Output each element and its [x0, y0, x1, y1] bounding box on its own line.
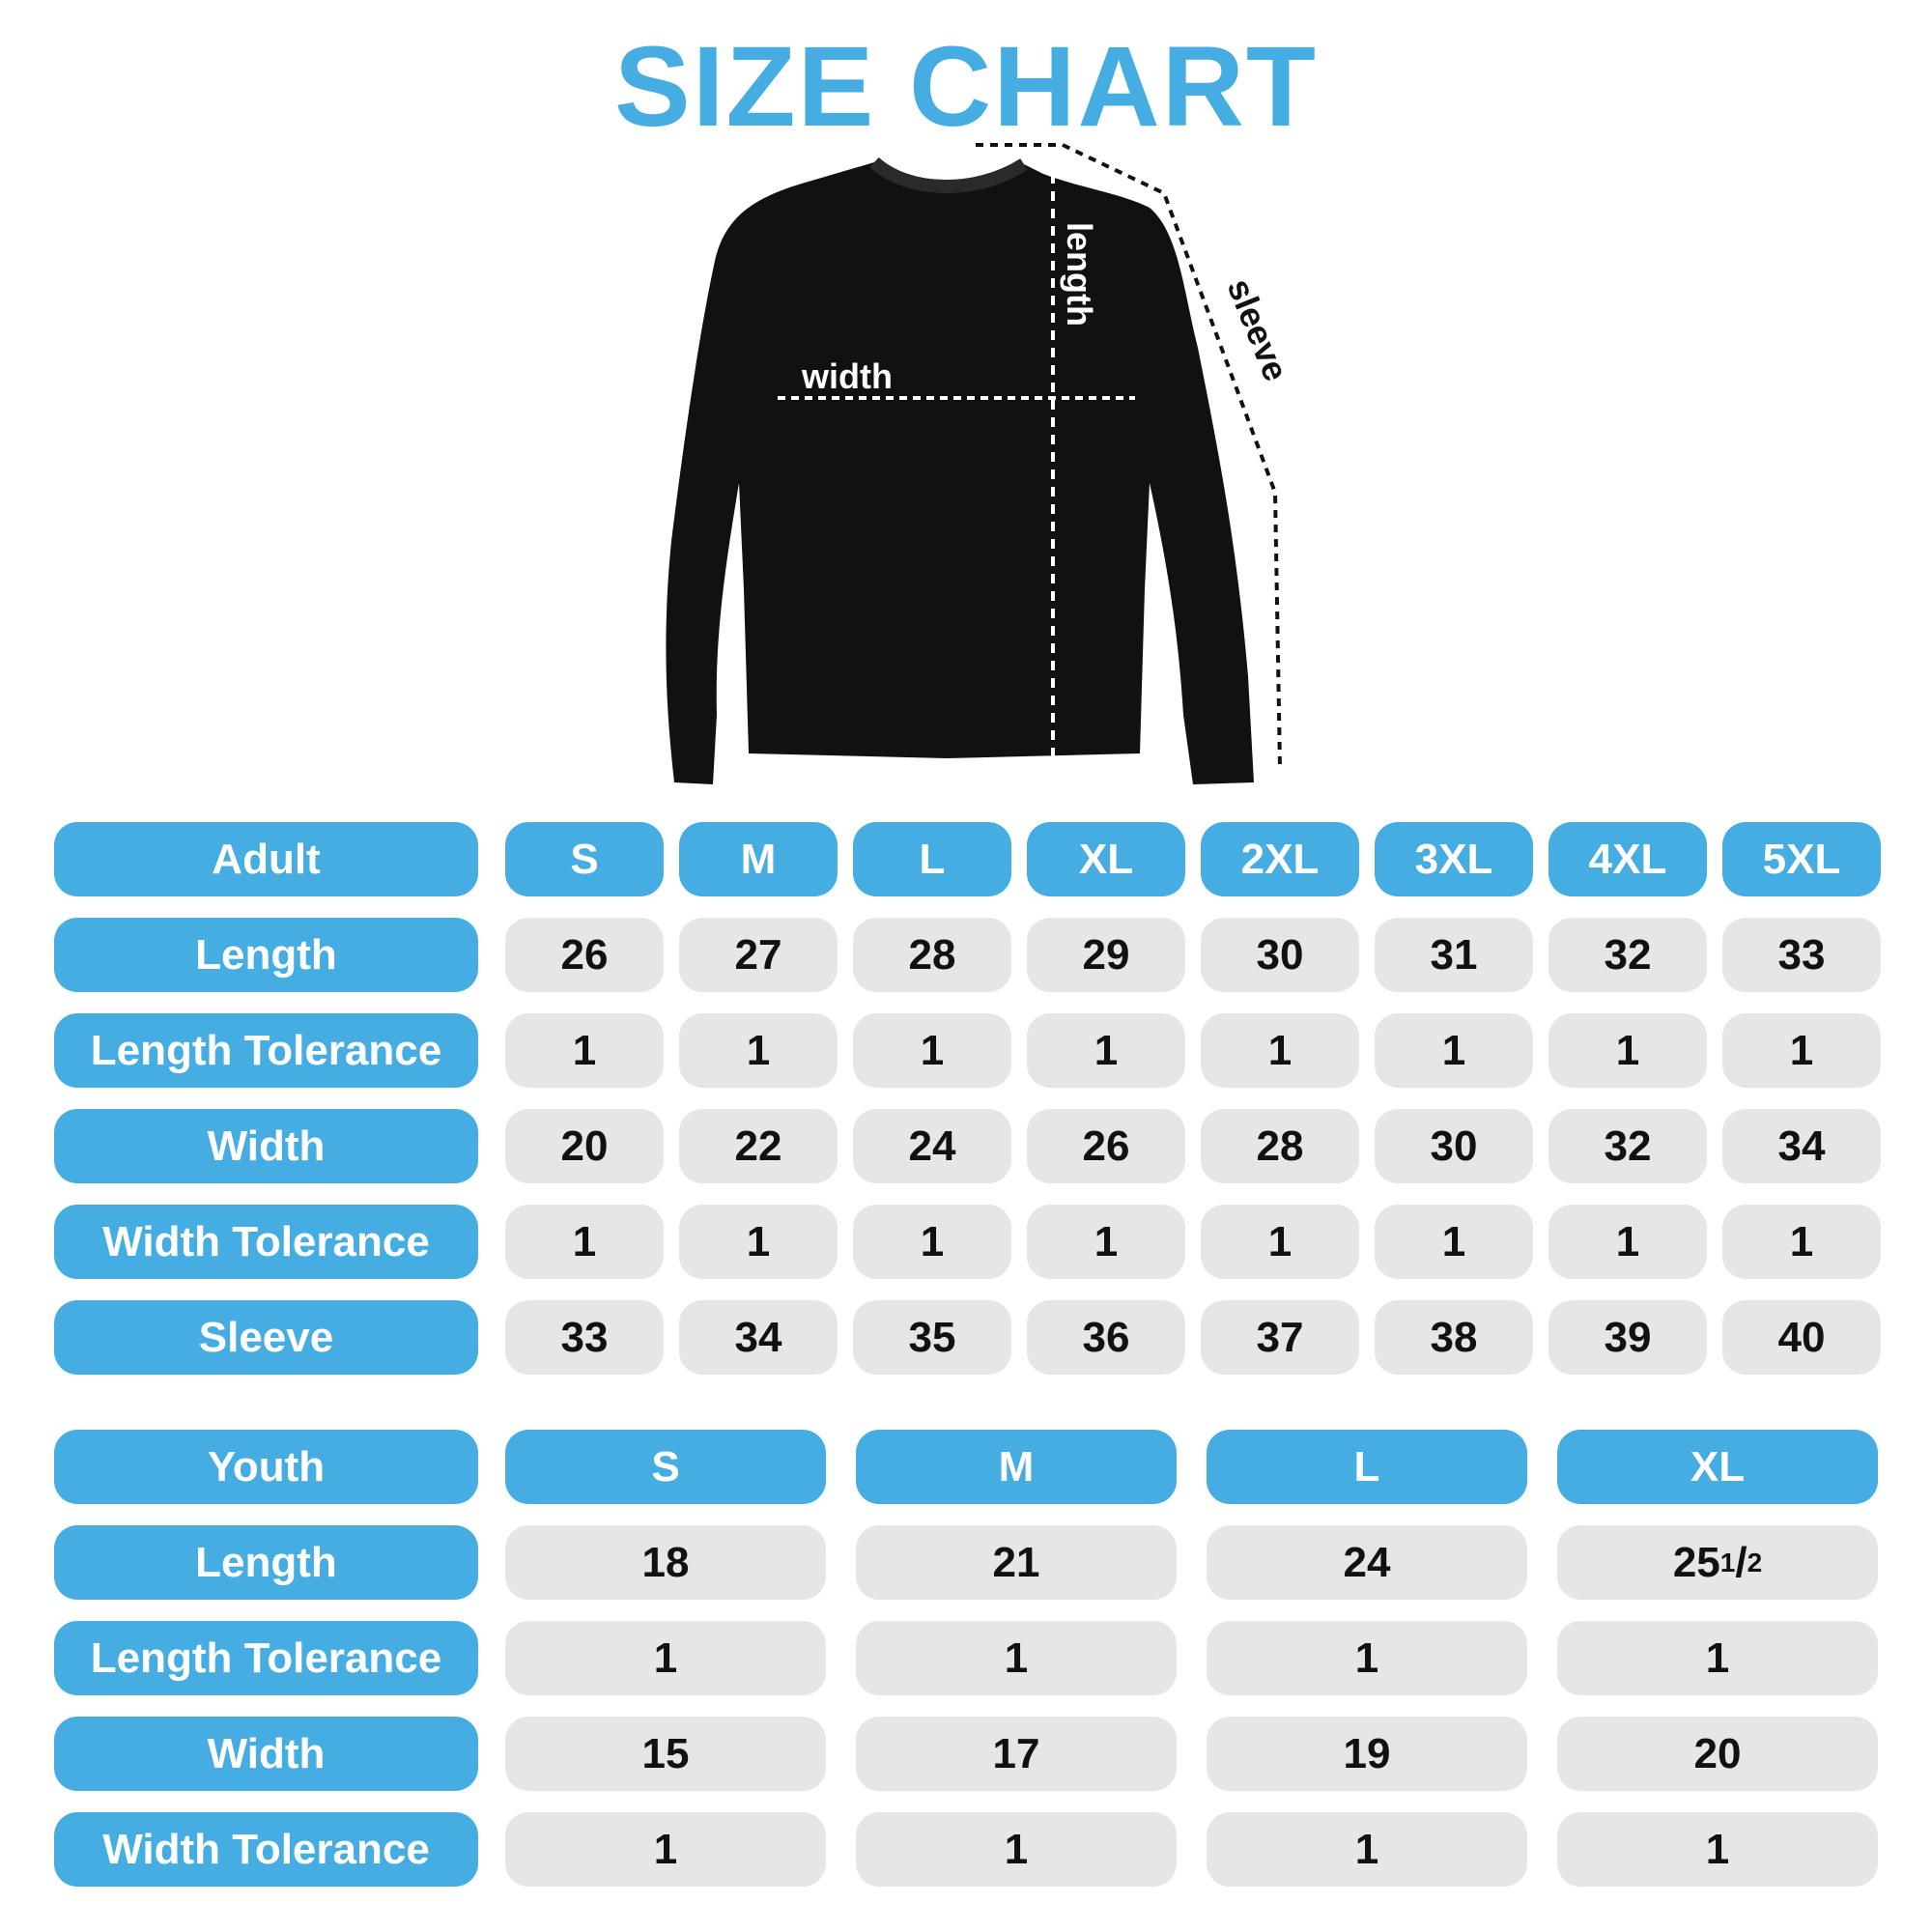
youth-header-label: Youth: [54, 1430, 478, 1504]
adult-header-label: Adult: [54, 822, 478, 896]
adult-width-tolerance-M: 1: [679, 1205, 838, 1279]
adult-width-tolerance-4XL: 1: [1548, 1205, 1707, 1279]
adult-width-4XL: 32: [1548, 1109, 1707, 1183]
youth-size-M: M: [856, 1430, 1177, 1504]
youth-row-label-length: Length: [54, 1525, 478, 1600]
adult-length-L: 28: [853, 918, 1011, 992]
adult-width-3XL: 30: [1375, 1109, 1533, 1183]
adult-sleeve-3XL: 38: [1375, 1300, 1533, 1375]
adult-row-label-length: Length: [54, 918, 478, 992]
youth-length-tolerance-L: 1: [1207, 1621, 1527, 1695]
youth-size-XL: XL: [1557, 1430, 1878, 1504]
adult-size-3XL: 3XL: [1375, 822, 1533, 896]
adult-sleeve-2XL: 37: [1201, 1300, 1359, 1375]
adult-sleeve-S: 33: [505, 1300, 664, 1375]
youth-width-tolerance-M: 1: [856, 1812, 1177, 1887]
adult-width-tolerance-3XL: 1: [1375, 1205, 1533, 1279]
sleeve-measure-line: [976, 143, 1282, 769]
length-label: length: [1060, 222, 1099, 327]
youth-width-M: 17: [856, 1717, 1177, 1791]
youth-length-tolerance-S: 1: [505, 1621, 826, 1695]
page-title: SIZE CHART: [614, 23, 1318, 151]
youth-size-S: S: [505, 1430, 826, 1504]
youth-length-M: 21: [856, 1525, 1177, 1600]
youth-row-label-width: Width: [54, 1717, 478, 1791]
adult-width-tolerance-2XL: 1: [1201, 1205, 1359, 1279]
sweatshirt-image: [666, 162, 1254, 784]
adult-size-M: M: [679, 822, 838, 896]
youth-length-S: 18: [505, 1525, 826, 1600]
adult-size-XL: XL: [1027, 822, 1185, 896]
adult-length-tolerance-3XL: 1: [1375, 1013, 1533, 1088]
youth-width-tolerance-S: 1: [505, 1812, 826, 1887]
youth-width-S: 15: [505, 1717, 826, 1791]
adult-row-label-length-tolerance: Length Tolerance: [54, 1013, 478, 1088]
sweatshirt-diagram: width length sleeve: [666, 143, 1296, 784]
adult-row-label-width-tolerance: Width Tolerance: [54, 1205, 478, 1279]
width-label: width: [801, 356, 893, 396]
sleeve-label: sleeve: [1220, 273, 1296, 386]
adult-length-S: 26: [505, 918, 664, 992]
adult-sleeve-4XL: 39: [1548, 1300, 1707, 1375]
adult-length-tolerance-2XL: 1: [1201, 1013, 1359, 1088]
adult-sleeve-M: 34: [679, 1300, 838, 1375]
adult-size-5XL: 5XL: [1722, 822, 1881, 896]
youth-length-L: 24: [1207, 1525, 1527, 1600]
adult-width-tolerance-5XL: 1: [1722, 1205, 1881, 1279]
youth-width-tolerance-XL: 1: [1557, 1812, 1878, 1887]
adult-width-tolerance-L: 1: [853, 1205, 1011, 1279]
adult-length-2XL: 30: [1201, 918, 1359, 992]
adult-width-S: 20: [505, 1109, 664, 1183]
adult-length-tolerance-5XL: 1: [1722, 1013, 1881, 1088]
adult-width-L: 24: [853, 1109, 1011, 1183]
adult-width-tolerance-XL: 1: [1027, 1205, 1185, 1279]
adult-row-label-width: Width: [54, 1109, 478, 1183]
adult-length-tolerance-XL: 1: [1027, 1013, 1185, 1088]
adult-length-tolerance-S: 1: [505, 1013, 664, 1088]
collar: [869, 156, 1028, 193]
adult-length-4XL: 32: [1548, 918, 1707, 992]
youth-width-XL: 20: [1557, 1717, 1878, 1791]
adult-width-tolerance-S: 1: [505, 1205, 664, 1279]
adult-width-M: 22: [679, 1109, 838, 1183]
adult-length-XL: 29: [1027, 918, 1185, 992]
adult-length-3XL: 31: [1375, 918, 1533, 992]
youth-size-L: L: [1207, 1430, 1527, 1504]
youth-length-tolerance-XL: 1: [1557, 1621, 1878, 1695]
youth-length-XL: 25 1/2: [1557, 1525, 1878, 1600]
youth-width-tolerance-L: 1: [1207, 1812, 1527, 1887]
adult-size-S: S: [505, 822, 664, 896]
youth-width-L: 19: [1207, 1717, 1527, 1791]
adult-width-2XL: 28: [1201, 1109, 1359, 1183]
adult-sleeve-5XL: 40: [1722, 1300, 1881, 1375]
adult-size-L: L: [853, 822, 1011, 896]
adult-sleeve-L: 35: [853, 1300, 1011, 1375]
adult-width-XL: 26: [1027, 1109, 1185, 1183]
adult-width-5XL: 34: [1722, 1109, 1881, 1183]
youth-row-label-length-tolerance: Length Tolerance: [54, 1621, 478, 1695]
adult-size-2XL: 2XL: [1201, 822, 1359, 896]
adult-sleeve-XL: 36: [1027, 1300, 1185, 1375]
adult-length-5XL: 33: [1722, 918, 1881, 992]
youth-length-tolerance-M: 1: [856, 1621, 1177, 1695]
adult-length-tolerance-4XL: 1: [1548, 1013, 1707, 1088]
youth-row-label-width-tolerance: Width Tolerance: [54, 1812, 478, 1887]
adult-size-4XL: 4XL: [1548, 822, 1707, 896]
adult-row-label-sleeve: Sleeve: [54, 1300, 478, 1375]
adult-length-tolerance-M: 1: [679, 1013, 838, 1088]
adult-length-tolerance-L: 1: [853, 1013, 1011, 1088]
adult-length-M: 27: [679, 918, 838, 992]
